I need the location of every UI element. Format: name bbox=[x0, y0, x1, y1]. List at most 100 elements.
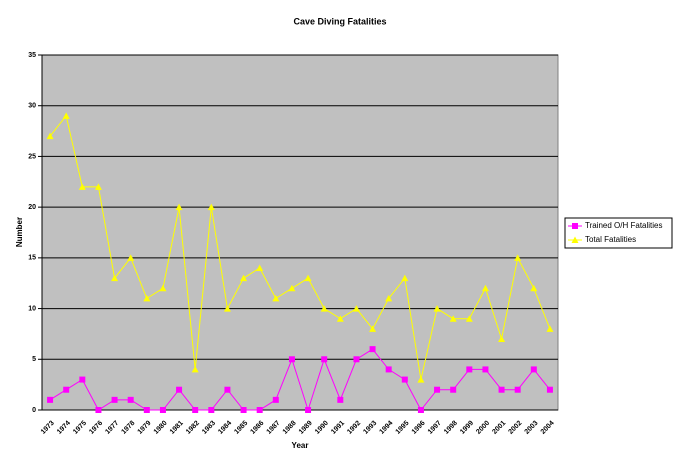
y-tick-label: 25 bbox=[28, 153, 36, 160]
x-tick-label: 1973 bbox=[40, 420, 56, 436]
marker bbox=[191, 365, 199, 373]
line bbox=[49, 114, 551, 380]
marker bbox=[288, 284, 296, 292]
marker bbox=[320, 305, 328, 312]
marker bbox=[95, 407, 102, 413]
x-tick-label: 1999 bbox=[459, 420, 475, 436]
marker bbox=[530, 284, 538, 292]
marker bbox=[63, 386, 70, 393]
series bbox=[47, 346, 553, 413]
marker bbox=[159, 407, 166, 413]
marker bbox=[465, 315, 473, 322]
x-tick-label: 1986 bbox=[249, 420, 265, 436]
marker bbox=[449, 315, 457, 322]
marker bbox=[256, 407, 263, 413]
x-tick-label: 1984 bbox=[217, 420, 233, 436]
y-tick-label: 30 bbox=[28, 103, 36, 110]
x-tick-label: 1998 bbox=[443, 420, 459, 436]
marker bbox=[401, 376, 408, 383]
legend-box bbox=[564, 217, 673, 249]
marker bbox=[401, 274, 409, 282]
x-tick-label: 1976 bbox=[88, 420, 104, 436]
x-tick-label: 1977 bbox=[104, 420, 120, 436]
marker bbox=[417, 407, 424, 413]
x-tick-label: 1985 bbox=[233, 420, 249, 436]
marker bbox=[256, 264, 264, 271]
marker bbox=[175, 203, 183, 211]
x-tick-label: 1992 bbox=[346, 420, 362, 436]
x-tick-label: 2001 bbox=[491, 420, 507, 436]
marker bbox=[47, 396, 54, 403]
marker bbox=[481, 284, 489, 292]
x-tick-label: 1975 bbox=[72, 420, 88, 436]
x-axis-title: Year bbox=[292, 441, 309, 450]
marker bbox=[417, 376, 425, 383]
marker bbox=[572, 223, 578, 229]
x-tick-label: 1974 bbox=[56, 420, 72, 436]
marker bbox=[530, 366, 537, 373]
marker bbox=[223, 305, 231, 312]
marker bbox=[514, 386, 521, 393]
x-tick-label: 1982 bbox=[185, 420, 201, 436]
y-tick-label: 5 bbox=[32, 356, 36, 363]
marker bbox=[385, 294, 393, 302]
marker bbox=[466, 366, 473, 373]
marker bbox=[207, 203, 215, 211]
marker bbox=[272, 294, 280, 302]
x-tick-label: 1994 bbox=[378, 420, 394, 436]
series bbox=[46, 112, 554, 383]
x-tick-label: 1995 bbox=[395, 420, 411, 436]
marker bbox=[369, 325, 377, 332]
marker bbox=[304, 274, 312, 282]
marker bbox=[111, 396, 118, 403]
x-tick-label: 1978 bbox=[120, 420, 136, 436]
marker bbox=[369, 346, 376, 353]
marker bbox=[353, 356, 360, 363]
marker bbox=[571, 236, 579, 243]
x-tick-label: 1988 bbox=[282, 420, 298, 436]
marker bbox=[305, 407, 312, 413]
marker bbox=[352, 305, 360, 312]
legend-label: Total Fatalities bbox=[585, 235, 636, 244]
y-tick-label: 0 bbox=[32, 407, 36, 414]
marker bbox=[385, 366, 392, 373]
chart-title: Cave Diving Fatalities bbox=[293, 16, 386, 26]
x-tick-label: 2000 bbox=[475, 420, 491, 436]
marker bbox=[498, 335, 506, 342]
y-tick-label: 10 bbox=[28, 305, 36, 312]
marker bbox=[159, 284, 167, 292]
marker bbox=[208, 407, 215, 413]
y-axis-title: Number bbox=[15, 217, 24, 247]
y-tick-label: 20 bbox=[28, 204, 36, 211]
x-tick-label: 2003 bbox=[524, 420, 540, 436]
marker bbox=[240, 274, 248, 282]
x-tick-label: 2004 bbox=[540, 420, 556, 436]
marker bbox=[288, 356, 295, 363]
marker bbox=[127, 254, 135, 261]
y-tick-label: 15 bbox=[28, 255, 36, 262]
marker bbox=[514, 254, 522, 261]
marker bbox=[224, 386, 231, 393]
marker bbox=[176, 386, 183, 393]
x-tick-label: 1997 bbox=[427, 420, 443, 436]
marker bbox=[546, 325, 554, 332]
marker bbox=[62, 112, 70, 119]
marker bbox=[434, 386, 441, 393]
x-tick-label: 1991 bbox=[330, 420, 346, 436]
x-tick-label: 1980 bbox=[153, 420, 169, 436]
marker bbox=[337, 396, 344, 403]
marker bbox=[546, 386, 553, 393]
marker bbox=[143, 294, 151, 302]
marker bbox=[498, 386, 505, 393]
marker bbox=[450, 386, 457, 393]
marker bbox=[143, 407, 150, 413]
x-tick-label: 1990 bbox=[314, 420, 330, 436]
x-tick-label: 1993 bbox=[362, 420, 378, 436]
x-tick-label: 1987 bbox=[266, 420, 282, 436]
marker bbox=[336, 315, 344, 322]
plot-area bbox=[41, 54, 559, 411]
x-tick-label: 1983 bbox=[201, 420, 217, 436]
x-tick-label: 1981 bbox=[169, 420, 185, 436]
